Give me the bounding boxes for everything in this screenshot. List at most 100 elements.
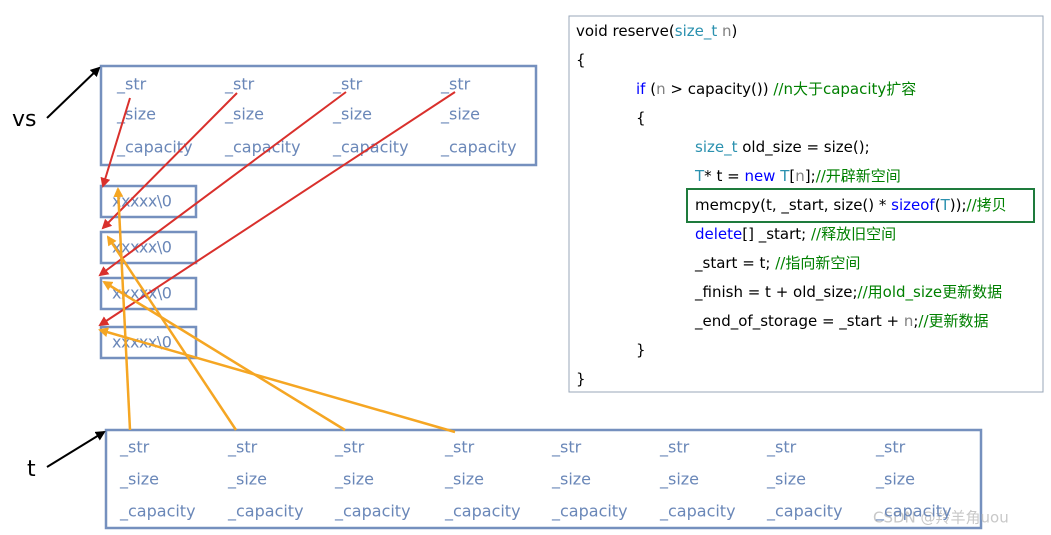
code-token: //n大于capacity扩容 — [773, 80, 916, 98]
string: xxxxx\0 — [112, 238, 172, 257]
code-line: { — [636, 109, 646, 127]
arrow — [98, 91, 456, 327]
field: _str — [551, 438, 582, 458]
arrow — [46, 430, 106, 468]
code-token: _end_of_storage = _start + — [694, 312, 904, 331]
field: _size — [659, 470, 699, 490]
code-token: //更新数据 — [918, 312, 988, 330]
code-line: void reserve(size_t n) — [576, 22, 737, 41]
code-line: T* t = new T[n];//开辟新空间 — [694, 167, 901, 185]
code-token: n — [656, 80, 666, 98]
code-line: { — [576, 51, 586, 69]
field: _capacity — [224, 138, 301, 158]
code-token: //释放旧空间 — [811, 225, 896, 243]
string-box — [99, 184, 198, 219]
code-token: ; — [913, 312, 918, 330]
field: _str — [444, 438, 475, 458]
string: xxxxx\0 — [112, 192, 172, 211]
field: _capacity — [116, 138, 193, 158]
arrow — [113, 187, 132, 431]
code-line: _finish = t + old_size;//用old_size更新数据 — [694, 283, 1002, 302]
field: _capacity — [659, 502, 736, 522]
code-line: size_t old_size = size(); — [695, 138, 870, 157]
code-line: delete[] _start; //释放旧空间 — [695, 225, 896, 244]
arrow — [102, 280, 346, 432]
t-label: t — [27, 457, 36, 482]
field: _size — [551, 470, 591, 490]
code-token: * t = — [704, 167, 744, 185]
code-line: memcpy(t, _start, size() * sizeof(T));//… — [695, 196, 1007, 215]
code-token: size_t — [675, 22, 718, 41]
code-token: > capacity()) — [666, 80, 774, 98]
field: _size — [440, 105, 480, 125]
code-token: { — [576, 51, 586, 69]
field: _str — [659, 438, 690, 458]
string-box — [99, 230, 198, 265]
code-token: size_t — [695, 138, 738, 157]
highlight-box — [686, 188, 1035, 223]
field: _capacity — [444, 502, 521, 522]
code-line: } — [636, 341, 646, 359]
code-token: n — [717, 22, 731, 40]
code-token: //开辟新空间 — [816, 167, 901, 185]
code-token: } — [636, 341, 646, 359]
code-token: [ — [789, 167, 795, 185]
code-line: if (n > capacity()) //n大于capacity扩容 — [636, 80, 916, 98]
field: _capacity — [227, 502, 304, 522]
code-token: )); — [950, 196, 967, 214]
code-token: if — [636, 80, 646, 98]
code-token: //用old_size更新数据 — [858, 283, 1003, 302]
code-token: T — [940, 196, 951, 214]
watermark: CSDN @羚羊角uou — [873, 509, 1009, 527]
t-box — [104, 428, 983, 530]
vs-label: vs — [12, 107, 36, 132]
field: _size — [766, 470, 806, 490]
code-token: //指向新空间 — [775, 254, 860, 272]
field: _size — [224, 105, 264, 125]
field: _str — [119, 438, 150, 458]
code-token: memcpy(t, _start, size() * — [695, 196, 891, 215]
field: _str — [227, 438, 258, 458]
code-token: ]; — [805, 167, 816, 185]
arrow — [46, 66, 101, 119]
field: _capacity — [334, 502, 411, 522]
arrow — [98, 327, 456, 434]
code-token: } — [576, 370, 586, 388]
code-box — [568, 15, 1044, 393]
code-token: ( — [935, 196, 941, 214]
field: _size — [332, 105, 372, 125]
arrow — [106, 235, 238, 431]
field: _str — [440, 75, 471, 95]
code-token: sizeof — [891, 196, 935, 214]
field: _str — [766, 438, 797, 458]
code-line: _end_of_storage = _start + n;//更新数据 — [694, 312, 989, 331]
arrow — [98, 91, 347, 277]
string-box — [99, 325, 198, 360]
code-token: old_size = size(); — [737, 138, 869, 157]
code-line: } — [576, 370, 586, 388]
code-token: ( — [645, 80, 656, 98]
vs-box — [99, 64, 538, 167]
field: _size — [334, 470, 374, 490]
code-token: delete — [695, 225, 742, 243]
field: _str — [224, 75, 255, 95]
field: _capacity — [875, 502, 952, 522]
field: _size — [875, 470, 915, 490]
arrow — [101, 92, 238, 230]
field: _capacity — [119, 502, 196, 522]
field: _capacity — [440, 138, 517, 158]
field: _capacity — [766, 502, 843, 522]
field: _str — [875, 438, 906, 458]
code-token: n — [795, 167, 805, 185]
code-line: _start = t; //指向新空间 — [694, 254, 860, 273]
field: _size — [119, 470, 159, 490]
field: _str — [116, 75, 147, 95]
field: _size — [444, 470, 484, 490]
code-token: void reserve( — [576, 22, 675, 40]
code-token: n — [904, 312, 914, 330]
field: _str — [332, 75, 363, 95]
arrow — [100, 97, 131, 188]
code-token: { — [636, 109, 646, 127]
code-token: _finish = t + old_size; — [694, 283, 858, 302]
